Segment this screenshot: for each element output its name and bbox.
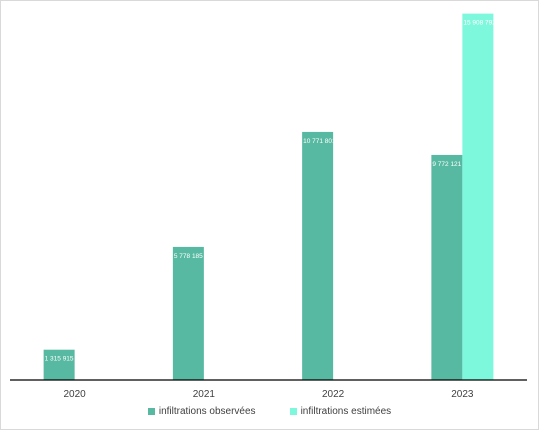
bar-observed-2021 (172, 246, 204, 380)
bars-group (43, 13, 494, 381)
x-tick-labels-group: 2020 2021 2022 2023 (64, 389, 474, 400)
bar-observed-2020 (43, 349, 75, 380)
bar-estimated-2023 (462, 13, 494, 381)
legend-label-estimated: infiltrations estimées (300, 406, 392, 417)
legend-item-observed: infiltrations observées (147, 406, 256, 417)
data-labels-group: 1 315 915 5 778 185 10 771 801 9 772 121 15 … (45, 20, 497, 363)
legend-swatch-estimated (289, 408, 297, 415)
x-tick-label-2020: 2020 (64, 389, 87, 400)
legend: infiltrations observées infiltrations es… (0, 406, 539, 417)
x-tick-label-2021: 2021 (193, 389, 216, 400)
data-label-observed-2020: 1 315 915 (45, 356, 74, 363)
bar-observed-2022 (302, 131, 334, 380)
legend-swatch-observed (147, 408, 155, 415)
data-label-observed-2021: 5 778 185 (174, 253, 203, 260)
legend-label-observed: infiltrations observées (158, 406, 256, 417)
data-label-observed-2023: 9 772 121 (432, 161, 461, 168)
legend-item-estimated: infiltrations estimées (289, 406, 392, 417)
bar-observed-2023 (431, 154, 463, 380)
data-label-observed-2022: 10 771 801 (303, 138, 336, 145)
x-tick-label-2023: 2023 (451, 389, 474, 400)
x-tick-label-2022: 2022 (322, 389, 345, 400)
data-label-estimated-2023: 15 908 792 (463, 20, 496, 27)
